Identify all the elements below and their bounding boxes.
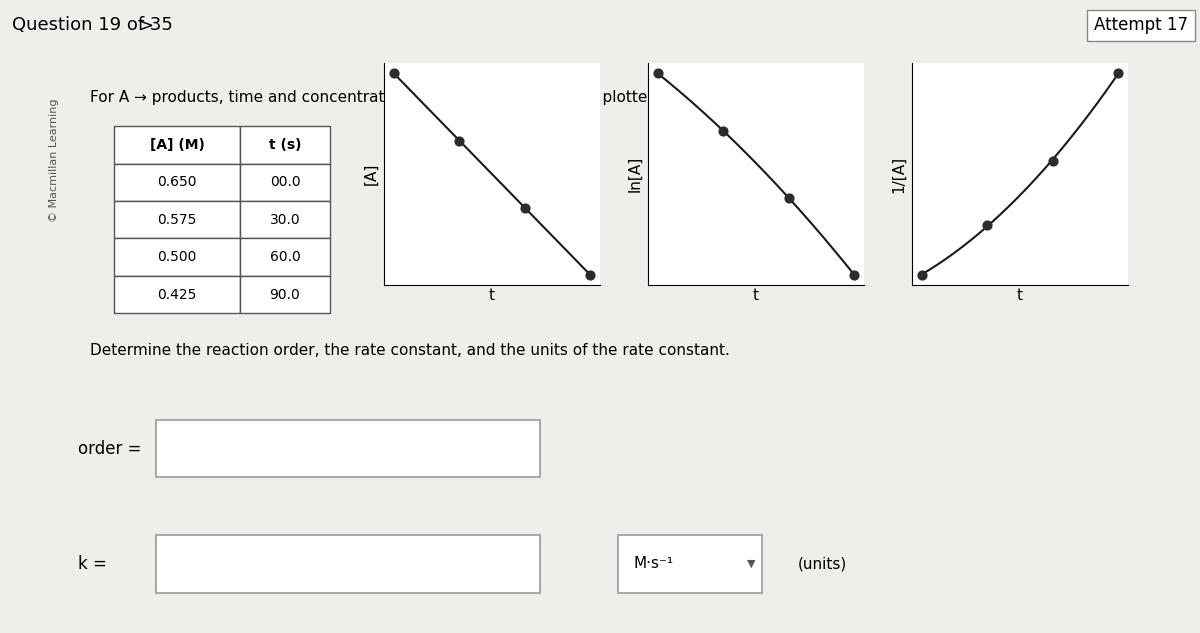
- Text: M·s⁻¹: M·s⁻¹: [634, 556, 674, 572]
- X-axis label: t: t: [1018, 287, 1022, 303]
- Text: t (s): t (s): [269, 138, 301, 152]
- Point: [515, 203, 534, 213]
- Text: ▼: ▼: [746, 559, 756, 569]
- Bar: [240, 126, 330, 163]
- Text: 30.0: 30.0: [270, 213, 300, 227]
- Text: >: >: [138, 16, 154, 34]
- Point: [581, 270, 600, 280]
- Text: order =: order =: [78, 440, 142, 458]
- Point: [779, 192, 798, 203]
- Text: Determine the reaction order, the rate constant, and the units of the rate const: Determine the reaction order, the rate c…: [90, 343, 730, 358]
- Text: 90.0: 90.0: [270, 287, 300, 301]
- Bar: [240, 239, 330, 276]
- Point: [450, 135, 469, 146]
- Bar: [240, 163, 330, 201]
- Text: 0.575: 0.575: [157, 213, 197, 227]
- Text: (units): (units): [798, 556, 847, 572]
- Bar: [618, 535, 762, 592]
- Y-axis label: [A]: [A]: [364, 163, 378, 185]
- Point: [1109, 68, 1128, 78]
- Text: 60.0: 60.0: [270, 250, 300, 264]
- Text: 0.500: 0.500: [157, 250, 197, 264]
- Bar: [114, 163, 240, 201]
- Text: k =: k =: [78, 555, 107, 573]
- Bar: [114, 239, 240, 276]
- Point: [648, 68, 667, 78]
- Bar: [156, 420, 540, 477]
- Text: 0.425: 0.425: [157, 287, 197, 301]
- Point: [714, 126, 733, 136]
- Bar: [114, 126, 240, 163]
- Bar: [240, 201, 330, 239]
- Bar: [114, 276, 240, 313]
- Point: [384, 68, 403, 78]
- Y-axis label: 1/[A]: 1/[A]: [892, 156, 906, 192]
- Point: [912, 270, 931, 280]
- Text: 0.650: 0.650: [157, 175, 197, 189]
- X-axis label: t: t: [490, 287, 496, 303]
- Text: 00.0: 00.0: [270, 175, 300, 189]
- Text: For A → products, time and concentration data were collected and plotted as show: For A → products, time and concentration…: [90, 90, 738, 105]
- Text: © Macmillan Learning: © Macmillan Learning: [49, 99, 59, 222]
- Bar: [240, 276, 330, 313]
- Text: [A] (M): [A] (M): [150, 138, 204, 152]
- Point: [978, 220, 997, 230]
- X-axis label: t: t: [754, 287, 760, 303]
- Bar: [114, 201, 240, 239]
- Text: Question 19 of 35: Question 19 of 35: [12, 16, 173, 34]
- Point: [845, 270, 864, 280]
- Bar: [156, 535, 540, 592]
- Point: [1043, 156, 1062, 166]
- Y-axis label: ln[A]: ln[A]: [628, 156, 642, 192]
- Text: Attempt 17: Attempt 17: [1094, 16, 1188, 34]
